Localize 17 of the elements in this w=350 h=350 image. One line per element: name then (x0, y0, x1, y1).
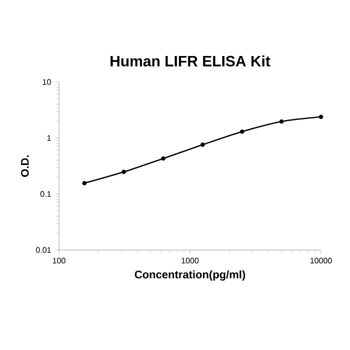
chart-title: Human LIFR ELISA Kit (110, 55, 270, 66)
y-axis-title: O.D. (20, 155, 29, 177)
point (240, 129, 244, 134)
y-tick-label: 0.01 (36, 247, 51, 253)
point (161, 156, 166, 161)
x-tick-label: 10000 (310, 258, 332, 264)
y-tick-label: 10 (42, 79, 51, 85)
x-tick-label: 1000 (182, 258, 199, 264)
point (200, 142, 205, 147)
x-tick-label: 100 (52, 258, 66, 264)
y-tick-label: 0.1 (40, 191, 51, 197)
point (122, 170, 126, 174)
point (318, 114, 324, 120)
point (82, 181, 87, 186)
y-tick-label: 1 (47, 135, 51, 141)
x-axis-title: Concentration(pg/ml) (134, 270, 246, 281)
point (279, 119, 284, 124)
